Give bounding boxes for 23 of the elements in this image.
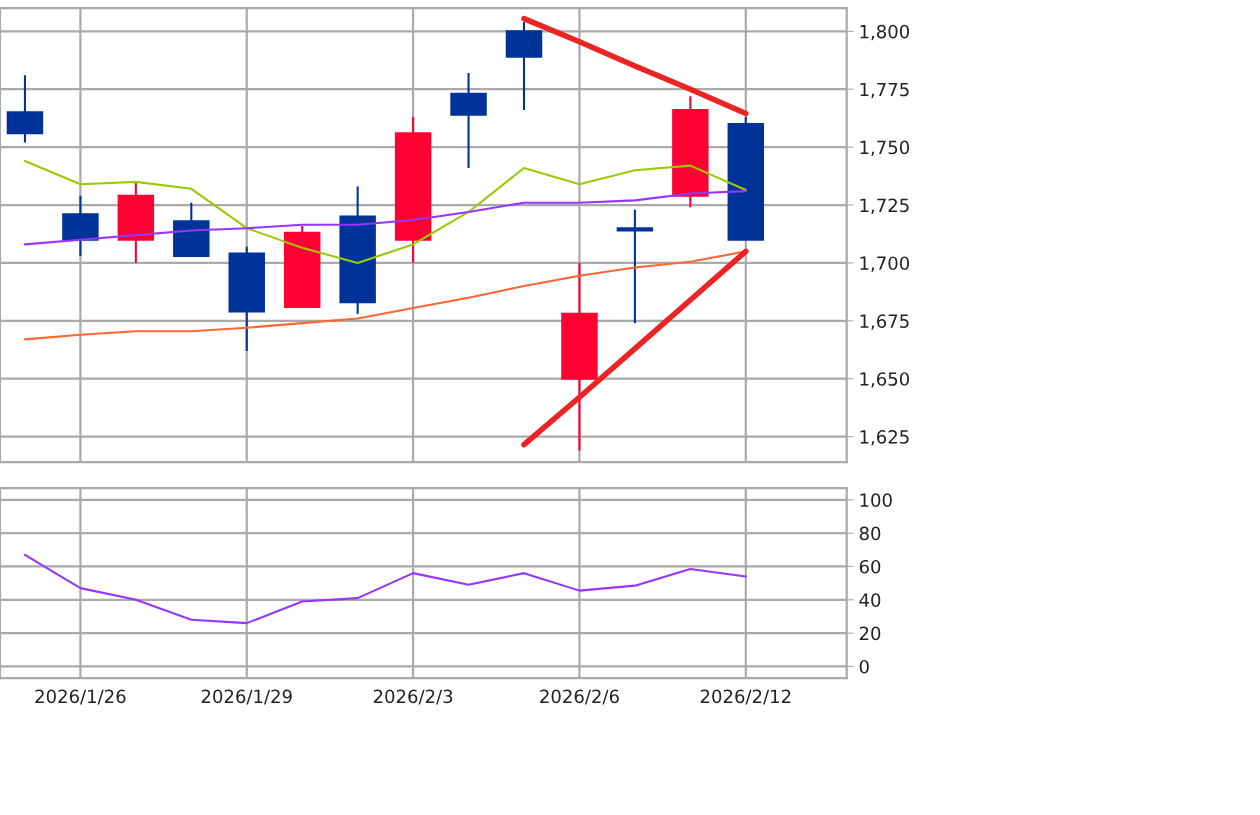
y-tick-label: 100 [860,493,892,507]
x-tick-label: 2026/1/26 [35,689,126,705]
y-tick-label: 40 [859,593,881,607]
y-tick-label: 1,725 [860,198,909,214]
y-tick-label: 1,750 [860,140,910,157]
line-series [23,190,747,246]
y-tick-label: 1,700 [860,256,910,272]
line-series [23,553,747,625]
y-tick-label: 1,775 [860,82,909,99]
x-tick-label: 2026/2/3 [373,689,453,705]
y-tick-label: 0 [859,659,869,674]
y-tick-label: 60 [859,559,881,574]
x-tick-label: 2026/2/6 [540,689,619,705]
y-tick-label: 1,650 [860,372,910,388]
x-tick-label: 2026/2/12 [700,689,791,705]
line-series [23,159,747,264]
x-tick-label: 2026/1/29 [201,689,292,705]
y-tick-label: 20 [859,626,881,641]
y-tick-label: 80 [859,526,881,541]
y-tick-label: 1,800 [860,24,910,41]
y-tick-label: 1,675 [860,314,909,330]
y-tick-label: 1,625 [860,430,909,446]
candlestick [616,208,654,325]
